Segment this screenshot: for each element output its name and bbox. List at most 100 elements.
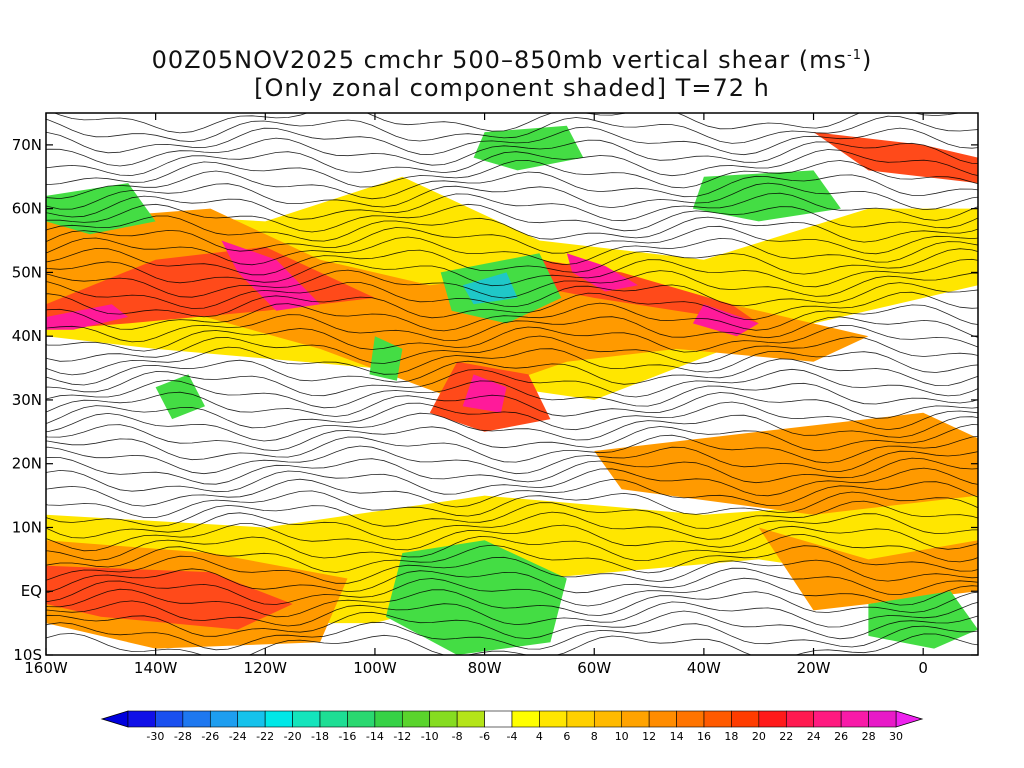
streamline-31 [46, 445, 978, 475]
colorbar-swatch-14 [511, 710, 540, 728]
colorbar-swatch-1 [155, 710, 184, 728]
colorbar-label-19: 14 [670, 730, 684, 743]
lat-tick-label-4: 30N [12, 391, 42, 409]
streamline-4 [46, 149, 978, 177]
colorbar-label-26: 28 [862, 730, 876, 743]
colorbar-label-0: -30 [146, 730, 164, 743]
colorbar-swatch-3 [209, 710, 239, 728]
streamlines [46, 113, 978, 655]
shear-region-3-2 [462, 374, 507, 413]
colorbar-label-18: 12 [642, 730, 656, 743]
colorbar-label-7: -16 [338, 730, 356, 743]
colorbar-swatch-8 [347, 710, 376, 728]
colorbar-swatch-22 [731, 710, 760, 728]
chart-title-line1: 00Z05NOV2025 cmchr 500–850mb vertical sh… [151, 46, 873, 74]
colorbar-swatch-16 [566, 710, 595, 728]
streamline-11 [46, 225, 978, 255]
colorbar-swatch-9 [374, 710, 403, 728]
streamline-46 [46, 610, 978, 640]
colorbar-swatch-15 [539, 710, 568, 728]
chart-title-line2: [Only zonal component shaded] T=72 h [254, 74, 770, 102]
shear-region-4-2 [369, 336, 403, 381]
lat-tick-label-2: 50N [12, 263, 42, 281]
colorbar-swatch-17 [593, 710, 623, 728]
colorbar-swatch-4 [237, 710, 266, 728]
lon-tick-label-0: 160W [24, 659, 68, 677]
colorbar-swatch-7 [319, 710, 348, 728]
shear-region-4-6 [868, 591, 978, 649]
colorbar-label-2: -26 [201, 730, 219, 743]
streamline-18 [46, 302, 978, 332]
shear-region-4-0 [385, 540, 567, 655]
streamline-1 [46, 115, 978, 144]
colorbar-label-1: -28 [174, 730, 192, 743]
colorbar-label-25: 26 [834, 730, 848, 743]
streamline-6 [46, 170, 978, 200]
colorbar-label-9: -12 [393, 730, 411, 743]
shear-region-1-3 [758, 527, 978, 611]
streamline-29 [46, 424, 978, 452]
colorbar-label-6: -18 [311, 730, 329, 743]
lat-tick-label-7: EQ [21, 582, 42, 600]
streamline-27 [46, 401, 978, 431]
streamline-8 [46, 192, 978, 222]
streamline-13 [46, 247, 978, 276]
lat-tick-label-5: 20N [12, 455, 42, 473]
colorbar-swatch-24 [785, 710, 815, 728]
colorbar-swatch-10 [401, 710, 431, 728]
streamline-42 [46, 567, 978, 596]
colorbar-swatch-0 [127, 710, 156, 728]
colorbar-swatch-25 [813, 710, 842, 728]
lat-tick-label-3: 40N [12, 327, 42, 345]
lat-tick-label-6: 10N [12, 518, 42, 536]
colorbar-swatch-23 [758, 710, 787, 728]
streamline-47 [46, 621, 978, 651]
colorbar-swatch-11 [429, 710, 458, 728]
streamline-19 [46, 314, 978, 343]
colorbar-label-24: 24 [807, 730, 821, 743]
streamline-23 [46, 358, 978, 387]
shear-region-2-0 [46, 246, 375, 330]
colorbar-label-3: -24 [229, 730, 247, 743]
streamline-25 [46, 379, 978, 409]
streamline-38 [46, 523, 978, 552]
lon-tick-label-7: 20W [797, 659, 831, 677]
lon-tick-label-3: 100W [353, 659, 397, 677]
lat-tick-label-8: 10S [13, 646, 42, 664]
shear-region-2-4 [813, 132, 978, 184]
colorbar-swatch-12 [456, 710, 485, 728]
colorbar-label-4: -22 [256, 730, 274, 743]
colorbar-swatch-2 [182, 710, 211, 728]
streamline-7 [46, 182, 978, 211]
colorbar-max-arrow [895, 710, 924, 728]
colorbar-label-16: 8 [591, 730, 598, 743]
colorbar-label-11: -8 [452, 730, 463, 743]
colorbar: -30 -28 -26 -24 -22 -20 -18 -16 -14 -12 -10 -8 -6 -4 4… [100, 710, 924, 743]
streamline-12 [46, 236, 978, 266]
shear-region-3-3 [566, 253, 639, 292]
streamline-34 [46, 478, 978, 508]
shear-region-4-5 [692, 170, 841, 222]
streamline-14 [46, 258, 978, 288]
streamline-41 [46, 555, 978, 584]
streamline-15 [46, 269, 978, 299]
streamline-5 [46, 159, 978, 189]
streamline-40 [46, 544, 978, 574]
streamline-43 [46, 577, 978, 607]
lon-tick-label-2: 120W [244, 659, 288, 677]
streamline-36 [46, 500, 978, 529]
lon-tick-label-4: 80W [468, 659, 502, 677]
longitude-axis: 160W 140W 120W 100W 80W 60W 40W 20W 0 [24, 113, 928, 677]
shear-region-5-0 [462, 272, 518, 305]
streamline-35 [46, 490, 978, 518]
streamline-20 [46, 325, 978, 353]
colorbar-label-22: 20 [752, 730, 766, 743]
colorbar-swatch-26 [840, 710, 869, 728]
colorbar-swatch-18 [621, 710, 650, 728]
streamline-32 [46, 456, 978, 485]
streamline-30 [46, 434, 978, 464]
streamline-37 [46, 511, 978, 541]
streamline-33 [46, 467, 978, 497]
lat-tick-label-1: 60N [12, 200, 42, 218]
